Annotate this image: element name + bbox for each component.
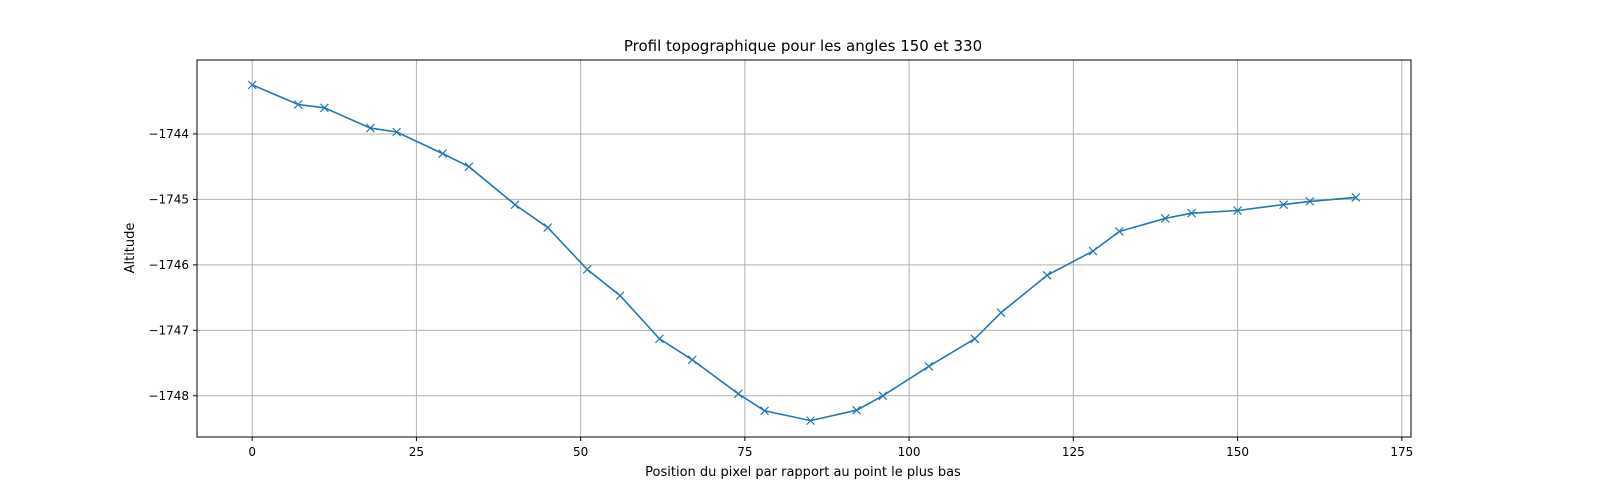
data-point-marker	[733, 389, 743, 399]
axis-ticks: 0 25 50 75 100 125 150 175 −1748 −1747 −1746 −1745 −…	[148, 127, 1413, 459]
data-point-marker	[464, 162, 474, 172]
data-point-marker	[320, 103, 329, 113]
data-point-marker	[392, 127, 402, 137]
grid-lines	[197, 60, 1411, 437]
data-point-marker	[806, 416, 815, 426]
chart-title: Profil topographique pour les angles 150…	[624, 37, 982, 55]
plot-frame	[196, 59, 1412, 438]
data-point-marker	[852, 405, 861, 415]
data-point-marker	[760, 406, 770, 416]
data-point-marker	[878, 391, 888, 401]
x-axis-label: Position du pixel par rapport au point l…	[645, 465, 961, 480]
x-tick-label: 125	[1062, 445, 1085, 459]
x-tick-label: 75	[737, 445, 752, 459]
y-tick-label: −1745	[148, 192, 189, 206]
series-line	[251, 84, 1356, 422]
y-tick-label: −1746	[148, 258, 189, 272]
data-point-marker	[1114, 227, 1124, 236]
data-point-marker	[582, 265, 592, 274]
data-point-marker	[1279, 200, 1288, 210]
x-tick-label: 100	[898, 445, 921, 459]
x-tick-label: 150	[1226, 445, 1249, 459]
data-point-marker	[438, 149, 448, 159]
data-point-marker	[996, 308, 1006, 318]
data-point-marker	[615, 291, 625, 301]
data-point-marker	[1042, 270, 1052, 280]
data-point-marker	[655, 334, 664, 344]
data-point-marker	[924, 361, 934, 371]
data-point-marker	[293, 100, 303, 109]
data-point-marker	[510, 200, 520, 210]
y-tick-label: −1744	[148, 127, 189, 141]
data-point-marker	[247, 80, 257, 90]
data-point-marker	[366, 123, 375, 133]
data-point-marker	[687, 355, 697, 365]
data-point-marker	[1351, 193, 1361, 202]
data-point-marker	[1233, 206, 1242, 215]
x-tick-label: 0	[248, 445, 256, 459]
data-point-marker	[1088, 246, 1098, 256]
x-tick-label: 50	[573, 445, 588, 459]
x-tick-label: 175	[1390, 445, 1413, 459]
x-tick-label: 25	[409, 445, 424, 459]
data-series	[247, 80, 1361, 426]
y-tick-label: −1748	[148, 389, 189, 403]
data-point-marker	[1160, 213, 1170, 223]
data-point-marker	[1187, 208, 1197, 218]
data-point-marker	[970, 334, 980, 344]
y-axis-label: Altitude	[123, 223, 138, 274]
y-tick-label: −1747	[148, 323, 189, 337]
data-point-marker	[1305, 196, 1315, 206]
data-point-marker	[543, 223, 553, 232]
